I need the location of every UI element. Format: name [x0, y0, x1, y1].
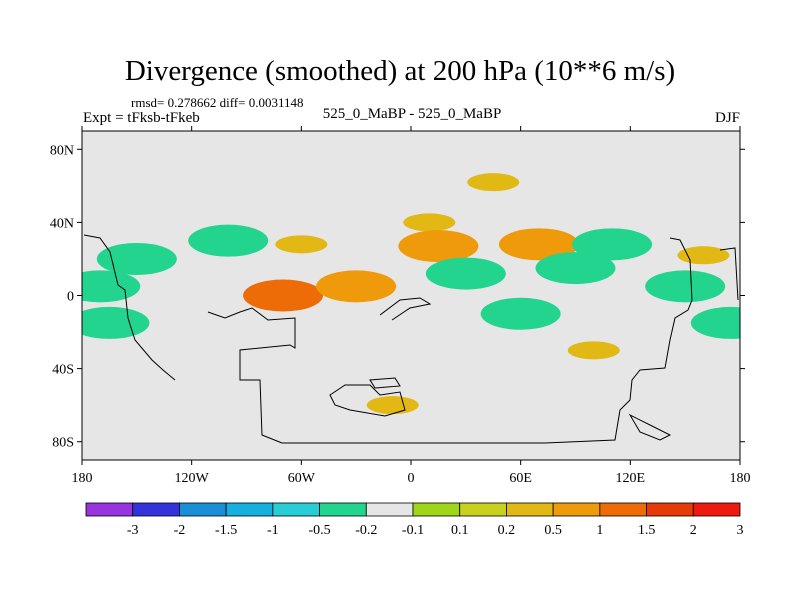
colorbar-label: -1	[267, 523, 279, 538]
coastline-east-edge	[719, 247, 739, 301]
nh-arctic-blob	[193, 158, 246, 177]
chart-title: Divergence (smoothed) at 200 hPa (10**6 …	[124, 55, 676, 87]
colorbar-swatch	[412, 502, 461, 517]
colorbar-swatch	[85, 502, 134, 517]
nh-arctic-blob	[284, 158, 337, 177]
colorbar-label: 1.5	[638, 523, 656, 538]
colorbar-label: -0.5	[308, 523, 330, 538]
colorbar-label: 0.2	[498, 523, 516, 538]
x-tick-label: 180	[730, 471, 751, 486]
sh-blob	[494, 405, 547, 424]
tropical-max	[243, 279, 324, 312]
upper-ridge	[188, 224, 269, 257]
sh-blob	[704, 432, 740, 451]
x-tick-label: 120W	[175, 471, 210, 486]
nh-midlat-blob	[494, 206, 547, 225]
colorbar-label: -2	[174, 523, 186, 538]
sh-blob	[567, 432, 620, 451]
colorbar-label: -0.2	[355, 523, 377, 538]
x-tick-label: 180	[72, 471, 93, 486]
colorbar-label: -1.5	[215, 523, 237, 538]
sh-blob	[147, 332, 200, 351]
colorbar-label: -0.1	[402, 523, 424, 538]
nh-midlat-blob	[403, 213, 456, 232]
tropical-max	[316, 270, 397, 303]
sh-blob	[458, 341, 511, 360]
colorbar-swatch	[692, 502, 741, 517]
colorbar-swatch	[225, 502, 274, 517]
tropical-min	[645, 270, 726, 303]
coastline-south-america	[207, 307, 296, 444]
colorbar-swatch	[272, 502, 320, 517]
y-tick-label: 80N	[50, 143, 74, 158]
sh-blob	[366, 396, 419, 415]
coastline-africa	[379, 297, 432, 321]
pacific-trough	[96, 242, 177, 275]
coastline-east	[544, 237, 693, 444]
colorbar-swatch	[179, 502, 227, 517]
coastline-nz	[628, 413, 672, 441]
coastline-north-america	[83, 234, 176, 381]
stats-line: rmsd= 0.278662 diff= 0.0031148	[131, 95, 304, 110]
case-label: 525_0_MaBP - 525_0_MaBP	[322, 106, 502, 122]
colorbar-swatch	[365, 502, 414, 517]
sh-blob	[92, 368, 145, 387]
season-label: DJF	[714, 110, 740, 126]
coastline-island	[329, 384, 406, 417]
colorbar-swatch	[132, 502, 180, 517]
sh-blob	[640, 359, 693, 378]
colorbar-label: 1	[596, 523, 603, 538]
eq-band	[82, 306, 150, 339]
eq-band	[480, 297, 561, 330]
nh-arctic-blob	[467, 173, 520, 192]
colorbar-swatch	[459, 502, 507, 517]
experiment-label: Expt = tFksb-tFkeb	[83, 110, 200, 126]
ridge-east	[677, 246, 730, 265]
colorbar-swatch	[319, 502, 367, 517]
ridge-east	[398, 230, 479, 263]
colorbar: -3 -2 -1.5 -1 -0.5 -0.2 -0.1 0.1 0.2 0.5 1 1.5 2 3	[85, 502, 744, 538]
y-tick-label: 80S	[52, 436, 74, 451]
nh-arctic-blob	[366, 154, 419, 173]
colorbar-label: -3	[127, 523, 139, 538]
x-tick-label: 0	[408, 471, 415, 486]
y-tick-label: 40N	[50, 216, 74, 231]
y-tick-label: 0	[67, 290, 74, 305]
sh-blob	[567, 341, 620, 360]
colorbar-swatch	[646, 502, 694, 517]
colorbar-label: 0.1	[451, 523, 469, 538]
divergence-field	[82, 154, 740, 451]
y-tick-label: 40S	[52, 363, 74, 378]
tropical-min	[535, 252, 616, 285]
colorbar-label: 2	[690, 523, 697, 538]
sh-blob	[330, 323, 383, 342]
coastline	[83, 234, 739, 444]
ridge-east	[572, 228, 653, 261]
colorbar-label: 3	[737, 523, 744, 538]
coastline-island	[369, 377, 401, 389]
ridge-east	[498, 228, 579, 261]
x-tick-label: 60W	[288, 471, 316, 486]
colorbar-label: 0.5	[544, 523, 562, 538]
axes: 180 120W 60W 0 60E 120E 180 80N 40N 0 40S 80S	[50, 126, 751, 486]
colorbar-swatch	[506, 502, 554, 517]
tropical-min	[425, 257, 506, 290]
nh-arctic-blob	[82, 162, 127, 181]
colorbar-swatch	[552, 502, 601, 517]
colorbar-swatch	[599, 502, 647, 517]
x-tick-label: 60E	[509, 471, 532, 486]
upper-ridge	[275, 235, 328, 254]
eq-band	[690, 306, 740, 339]
x-tick-label: 120E	[616, 471, 646, 486]
nh-arctic-blob	[476, 158, 529, 177]
